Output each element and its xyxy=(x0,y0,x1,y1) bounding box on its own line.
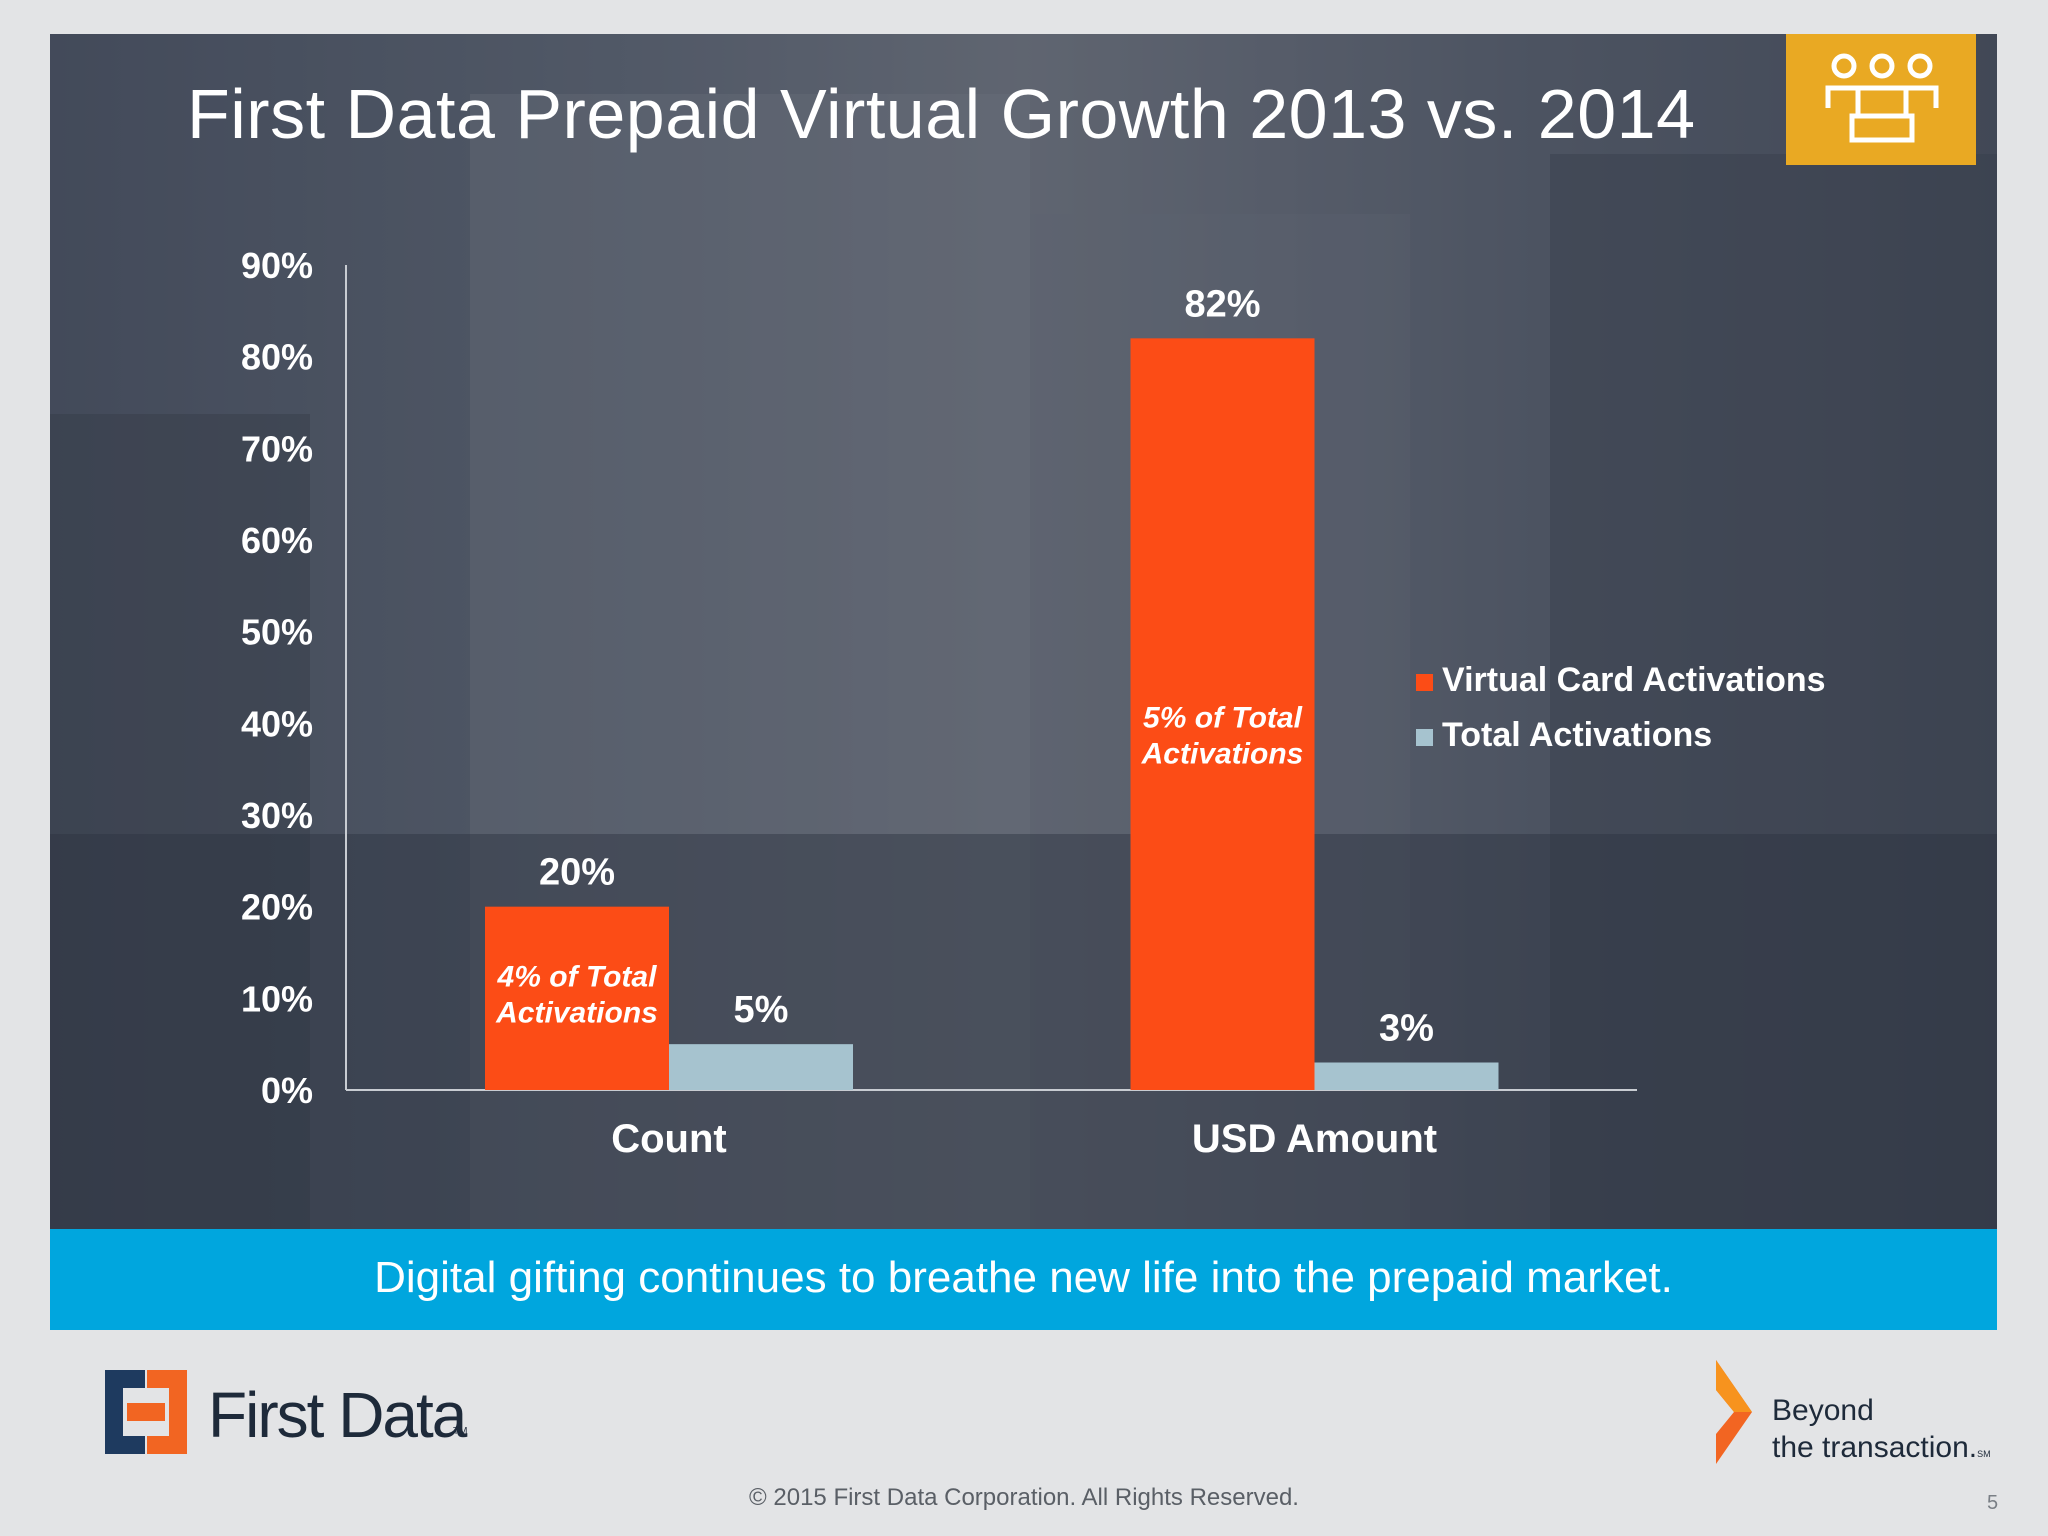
y-tick-label: 40% xyxy=(241,703,313,744)
y-tick-label: 50% xyxy=(241,612,313,653)
x-category-label: Count xyxy=(611,1117,727,1161)
chevron-mark-icon xyxy=(1716,1360,1752,1464)
bar-annotation: Activations xyxy=(1141,737,1304,770)
copyright-text: © 2015 First Data Corporation. All Right… xyxy=(749,1484,1299,1511)
y-tick-label: 60% xyxy=(241,520,313,561)
bar-virtual-card-activations-usd-amount xyxy=(1130,338,1315,1090)
y-tick-label: 10% xyxy=(241,978,313,1019)
slide-panel: First Data Prepaid Virtual Growth 2013 v… xyxy=(50,34,1997,1229)
data-label: 82% xyxy=(1184,283,1260,325)
legend-label: Virtual Card Activations xyxy=(1442,661,1826,699)
y-tick-label: 0% xyxy=(261,1070,313,1111)
bar-annotation: 4% of Total xyxy=(497,961,658,994)
bar-annotation: Activations xyxy=(495,997,658,1030)
brand-trademark: TM xyxy=(453,1426,468,1437)
y-tick-label: 80% xyxy=(241,337,313,378)
people-group-icon xyxy=(1825,53,1939,143)
legend-swatch-total-activations xyxy=(1416,729,1433,746)
data-label: 3% xyxy=(1379,1008,1434,1050)
legend-swatch-virtual-card-activations xyxy=(1416,674,1433,691)
tagline-line-2-text: the transaction. xyxy=(1772,1431,1978,1464)
icon-badge xyxy=(1786,34,1976,165)
data-label: 5% xyxy=(734,989,789,1031)
page-number: 5 xyxy=(1987,1492,1999,1514)
brand-name: First Data xyxy=(208,1379,467,1451)
slide-title: First Data Prepaid Virtual Growth 2013 v… xyxy=(187,75,1696,153)
data-label: 20% xyxy=(539,852,615,894)
bar-virtual-card-activations-count xyxy=(485,906,669,1090)
tagline-service-mark: SM xyxy=(1977,1449,1991,1459)
tagline-line-1: Beyond xyxy=(1772,1394,1874,1427)
bar-total-activations-count xyxy=(669,1044,853,1090)
y-tick-label: 70% xyxy=(241,428,313,469)
y-tick-label: 30% xyxy=(241,795,313,836)
bar-total-activations-usd-amount xyxy=(1314,1062,1499,1090)
y-tick-label: 90% xyxy=(241,245,313,286)
takeaway-banner: Digital gifting continues to breathe new… xyxy=(50,1229,1997,1330)
bar-chart: 0% 10% 20% 30% 40% 50% 60% 70% 80% 90% 20% 5% Count 8… xyxy=(241,245,1826,1161)
tagline: Beyond the transaction.SM xyxy=(1772,1392,1991,1473)
y-tick-label: 20% xyxy=(241,887,313,928)
street-background xyxy=(50,34,1997,1229)
bar-annotation: 5% of Total xyxy=(1143,701,1303,734)
first-data-logo-icon xyxy=(105,1370,187,1454)
legend-label: Total Activations xyxy=(1442,716,1712,754)
banner-text: Digital gifting continues to breathe new… xyxy=(374,1253,1673,1302)
x-category-label: USD Amount xyxy=(1192,1117,1437,1161)
tagline-line-2: the transaction.SM xyxy=(1772,1429,1991,1473)
